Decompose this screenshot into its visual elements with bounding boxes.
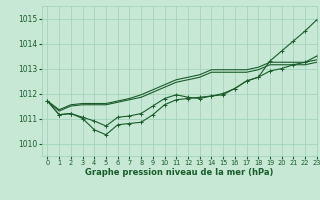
X-axis label: Graphe pression niveau de la mer (hPa): Graphe pression niveau de la mer (hPa)	[85, 168, 273, 177]
